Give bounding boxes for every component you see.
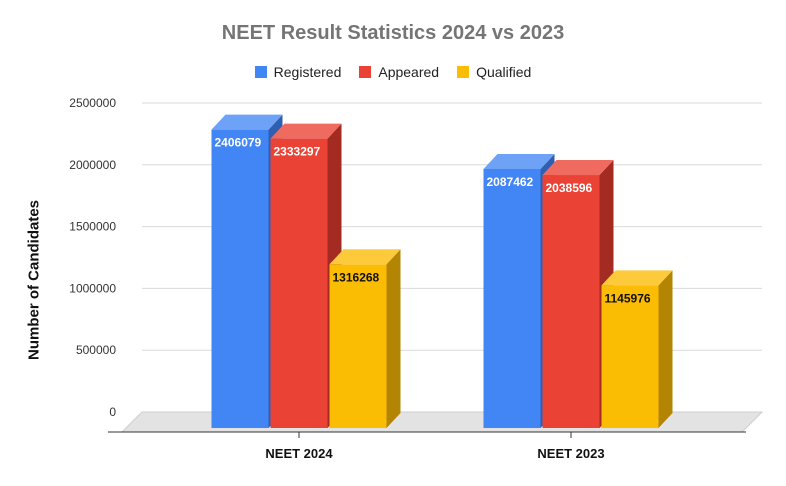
bar-side-qualified (386, 249, 401, 428)
bar-top-qualified (329, 249, 401, 265)
y-tick-label: 1500000 (69, 220, 116, 234)
legend-label-registered: Registered (273, 64, 342, 80)
x-tick-label: NEET 2024 (265, 446, 333, 461)
y-tick-label: 500000 (76, 343, 116, 357)
data-label: 1145976 (605, 291, 651, 305)
legend-label-qualified: Qualified (476, 64, 532, 80)
bar-top-registered (483, 153, 555, 169)
data-label: 2406079 (215, 136, 262, 150)
bar-appeared (542, 175, 600, 428)
bar-top-appeared (542, 160, 614, 176)
legend-item-qualified: Qualified (457, 64, 531, 80)
data-label: 1316268 (333, 270, 380, 284)
data-label: 2038596 (546, 181, 593, 195)
y-tick-label: 2500000 (69, 96, 116, 110)
y-tick-label: 1000000 (69, 281, 116, 295)
bar-registered (211, 129, 269, 428)
bar-top-qualified (601, 270, 673, 286)
legend-swatch-qualified (457, 66, 470, 78)
legend-swatch-appeared (359, 66, 372, 78)
y-tick-label: 0 (109, 405, 116, 419)
legend-item-registered: Registered (254, 64, 342, 80)
bar-qualified (601, 285, 659, 428)
legend-item-appeared: Appeared (359, 64, 439, 80)
y-tick-label: 2000000 (69, 158, 116, 172)
bar-side-qualified (658, 270, 673, 428)
bar-qualified (329, 264, 387, 428)
bar-appeared (270, 138, 328, 428)
legend-swatch-registered (254, 66, 267, 78)
data-label: 2087462 (487, 175, 534, 189)
bar-top-registered (211, 114, 283, 130)
data-label: 2333297 (274, 145, 321, 159)
chart-title: NEET Result Statistics 2024 vs 2023 (221, 22, 565, 44)
bar-top-appeared (270, 123, 342, 139)
bar-registered (483, 168, 541, 429)
legend: Registered Appeared Qualified (0, 64, 786, 80)
legend-label-appeared: Appeared (378, 64, 440, 80)
x-tick-label: NEET 2023 (537, 446, 604, 461)
